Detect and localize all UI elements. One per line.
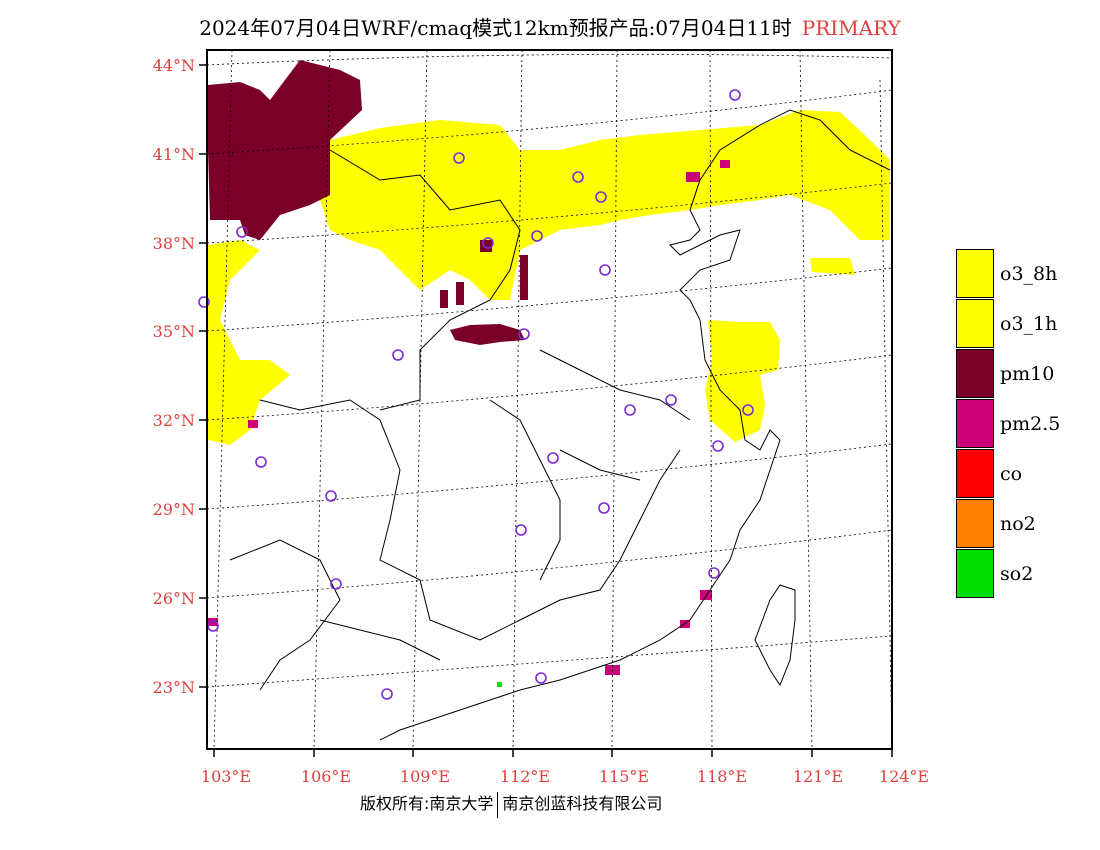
legend-item-so2: so2 (956, 549, 1060, 599)
o3-region-north (320, 110, 890, 300)
copyright-footer: 版权所有:南京大学 南京创蓝科技有限公司 (360, 790, 662, 818)
station-marker (708, 567, 720, 579)
station-marker (325, 490, 337, 502)
station-marker (595, 191, 607, 203)
station-marker (665, 394, 677, 406)
station-marker (518, 328, 530, 340)
legend-label: co (1000, 463, 1023, 485)
station-marker (236, 226, 248, 238)
longitude-labels: 103°E 106°E 109°E 112°E 115°E 118°E 121°… (201, 767, 929, 786)
lon-label: 118°E (697, 767, 747, 786)
coastline (379, 109, 891, 741)
lat-label: 26°N (153, 589, 195, 608)
map-title-main: 2024年07月04日WRF/cmaq模式12km预报产品:07月04日11时 (199, 16, 792, 40)
map-boundaries (229, 109, 891, 741)
taiwan-outline (754, 584, 796, 687)
station-marker (453, 152, 465, 164)
copyright-owner: 版权所有:南京大学 (360, 794, 494, 813)
legend-swatch (956, 249, 994, 298)
station-marker (742, 404, 754, 416)
legend-swatch (956, 499, 994, 548)
primary-pollutant-fields (208, 60, 890, 687)
lat-label: 41°N (153, 145, 195, 164)
legend-item-pm10: pm10 (956, 349, 1060, 399)
station-marker (330, 578, 342, 590)
station-marker (599, 264, 611, 276)
o3-region-east (705, 320, 780, 442)
lon-label: 124°E (879, 767, 929, 786)
lat-label: 44°N (153, 56, 195, 75)
so2-spot (497, 682, 502, 687)
o3-region-shandong (810, 258, 855, 275)
legend-label: pm10 (1000, 363, 1055, 385)
legend-label: o3_8h (1000, 263, 1058, 285)
map-frame (206, 49, 893, 750)
station-marker (392, 349, 404, 361)
copyright-company: 南京创蓝科技有限公司 (502, 794, 663, 813)
latitude-labels: 44°N 41°N 38°N 35°N 32°N 29°N 26°N 23°N (153, 56, 195, 697)
lon-label: 115°E (599, 767, 649, 786)
legend-swatch (956, 299, 994, 348)
lat-label: 23°N (153, 678, 195, 697)
pm10-region-central (450, 324, 525, 345)
map-title-tag: PRIMARY (801, 16, 901, 40)
station-marker (572, 171, 584, 183)
station-marker (547, 452, 559, 464)
station-marker (598, 502, 610, 514)
station-marker (515, 524, 527, 536)
lat-label: 35°N (153, 322, 195, 341)
legend-item-o3-8h: o3_8h (956, 249, 1060, 299)
o3-region-west (208, 240, 290, 445)
legend-item-no2: no2 (956, 499, 1060, 549)
lon-label: 121°E (793, 767, 843, 786)
legend-swatch (956, 449, 994, 498)
lon-label: 112°E (500, 767, 550, 786)
legend-label: no2 (1000, 513, 1036, 535)
legend-swatch (956, 549, 994, 598)
legend-swatch (956, 399, 994, 448)
station-marker (535, 672, 547, 684)
province-border-4 (229, 539, 441, 691)
legend-item-co: co (956, 449, 1060, 499)
pollutant-legend: o3_8h o3_1h pm10 pm2.5 co no2 so2 (956, 249, 1060, 599)
footer-separator (497, 791, 499, 818)
station-marker (624, 404, 636, 416)
station-marker (482, 237, 494, 249)
pm10-region-northwest (208, 60, 362, 240)
province-border-3 (489, 349, 691, 581)
lat-label: 29°N (153, 500, 195, 519)
station-marker (255, 456, 267, 468)
station-marker (198, 296, 210, 308)
legend-label: pm2.5 (1000, 413, 1061, 435)
station-marker (729, 89, 741, 101)
lon-label: 106°E (301, 767, 351, 786)
lon-label: 109°E (400, 767, 450, 786)
station-markers (198, 89, 754, 700)
lon-label: 103°E (201, 767, 251, 786)
lat-label: 38°N (153, 234, 195, 253)
lat-label: 32°N (153, 411, 195, 430)
pm10-spots-a (440, 240, 528, 308)
graticule (206, 49, 893, 750)
legend-label: so2 (1000, 563, 1034, 585)
station-marker (531, 230, 543, 242)
province-border-2 (259, 399, 681, 641)
map-title: 2024年07月04日WRF/cmaq模式12km预报产品:07月04日11时 P… (0, 12, 1100, 41)
axis-ticks (199, 64, 893, 757)
station-marker (381, 688, 393, 700)
station-marker (712, 440, 724, 452)
province-border-1 (329, 149, 521, 411)
legend-item-pm25: pm2.5 (956, 399, 1060, 449)
legend-swatch (956, 349, 994, 398)
legend-item-o3-1h: o3_1h (956, 299, 1060, 349)
legend-label: o3_1h (1000, 313, 1058, 335)
